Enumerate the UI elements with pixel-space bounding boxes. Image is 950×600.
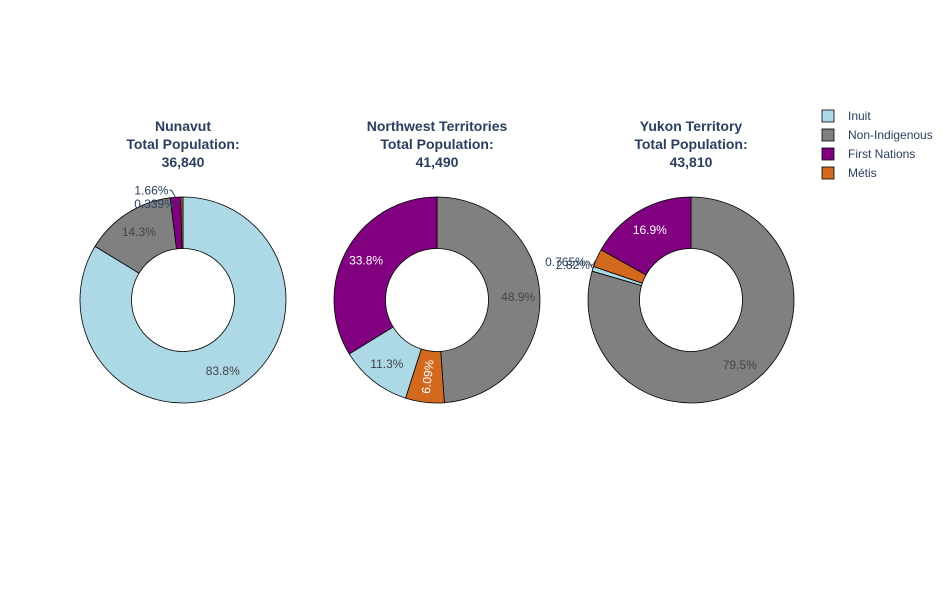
chart-title-line: 43,810: [670, 154, 713, 170]
legend-label: Inuit: [848, 109, 871, 123]
legend-swatch: [821, 147, 835, 161]
legend-item-inuit[interactable]: Inuit: [821, 109, 871, 123]
slice-label: 14.3%: [122, 225, 156, 239]
donut-chart-1: Nunavut Total Population: 36,840 83.8% 14.3%…: [79, 118, 287, 404]
slice-first-nations[interactable]: [600, 196, 692, 276]
slice-label: 16.9%: [633, 223, 667, 237]
legend-swatch: [821, 109, 835, 123]
legend-label: First Nations: [848, 147, 915, 161]
leader-line: [590, 257, 598, 266]
legend-swatch: [821, 166, 835, 180]
slice-label: 11.3%: [370, 357, 403, 371]
legend-item-metis[interactable]: Métis: [821, 166, 877, 180]
chart-title-line: 36,840: [162, 154, 205, 170]
slice-non-indigenous[interactable]: [436, 196, 541, 404]
chart-title-line: Northwest Territories: [367, 118, 508, 134]
slice-label: 0.765%: [545, 255, 586, 269]
leader-line: [175, 196, 183, 205]
slice-non-indigenous[interactable]: [587, 196, 795, 404]
chart-title-line: 41,490: [416, 154, 459, 170]
chart-title-line: Nunavut: [155, 118, 211, 134]
slice-label: 0.339%: [134, 197, 175, 211]
legend-item-non-indigenous[interactable]: Non-Indigenous: [821, 128, 933, 142]
legend: Inuit Non-Indigenous First Nations Métis: [821, 109, 933, 180]
slice-label: 79.5%: [723, 358, 757, 372]
slice-label: 48.9%: [501, 290, 535, 304]
chart-title-line: Total Population:: [634, 136, 747, 152]
slice-label: 83.8%: [206, 364, 240, 378]
chart-title-line: Yukon Territory: [640, 118, 743, 134]
chart-title-line: Total Population:: [380, 136, 493, 152]
leader-line: [169, 189, 176, 198]
slice-first-nations[interactable]: [333, 196, 438, 355]
slice-inuit[interactable]: [79, 196, 287, 404]
slice-label: 33.8%: [349, 253, 383, 267]
legend-item-first-nations[interactable]: First Nations: [821, 147, 915, 161]
leader-line: [586, 261, 594, 270]
slice-label: 2.82%: [556, 258, 590, 272]
legend-label: Non-Indigenous: [848, 128, 933, 142]
slice-label: 1.66%: [134, 183, 168, 197]
slice-label: 6.09%: [419, 359, 437, 395]
legend-swatch: [821, 128, 835, 142]
donut-chart-3: Yukon Territory Total Population: 43,810 79…: [545, 118, 795, 404]
legend-label: Métis: [848, 166, 877, 180]
donut-chart-2: Northwest Territories Total Population: 41…: [333, 118, 541, 404]
chart-title-line: Total Population:: [126, 136, 239, 152]
